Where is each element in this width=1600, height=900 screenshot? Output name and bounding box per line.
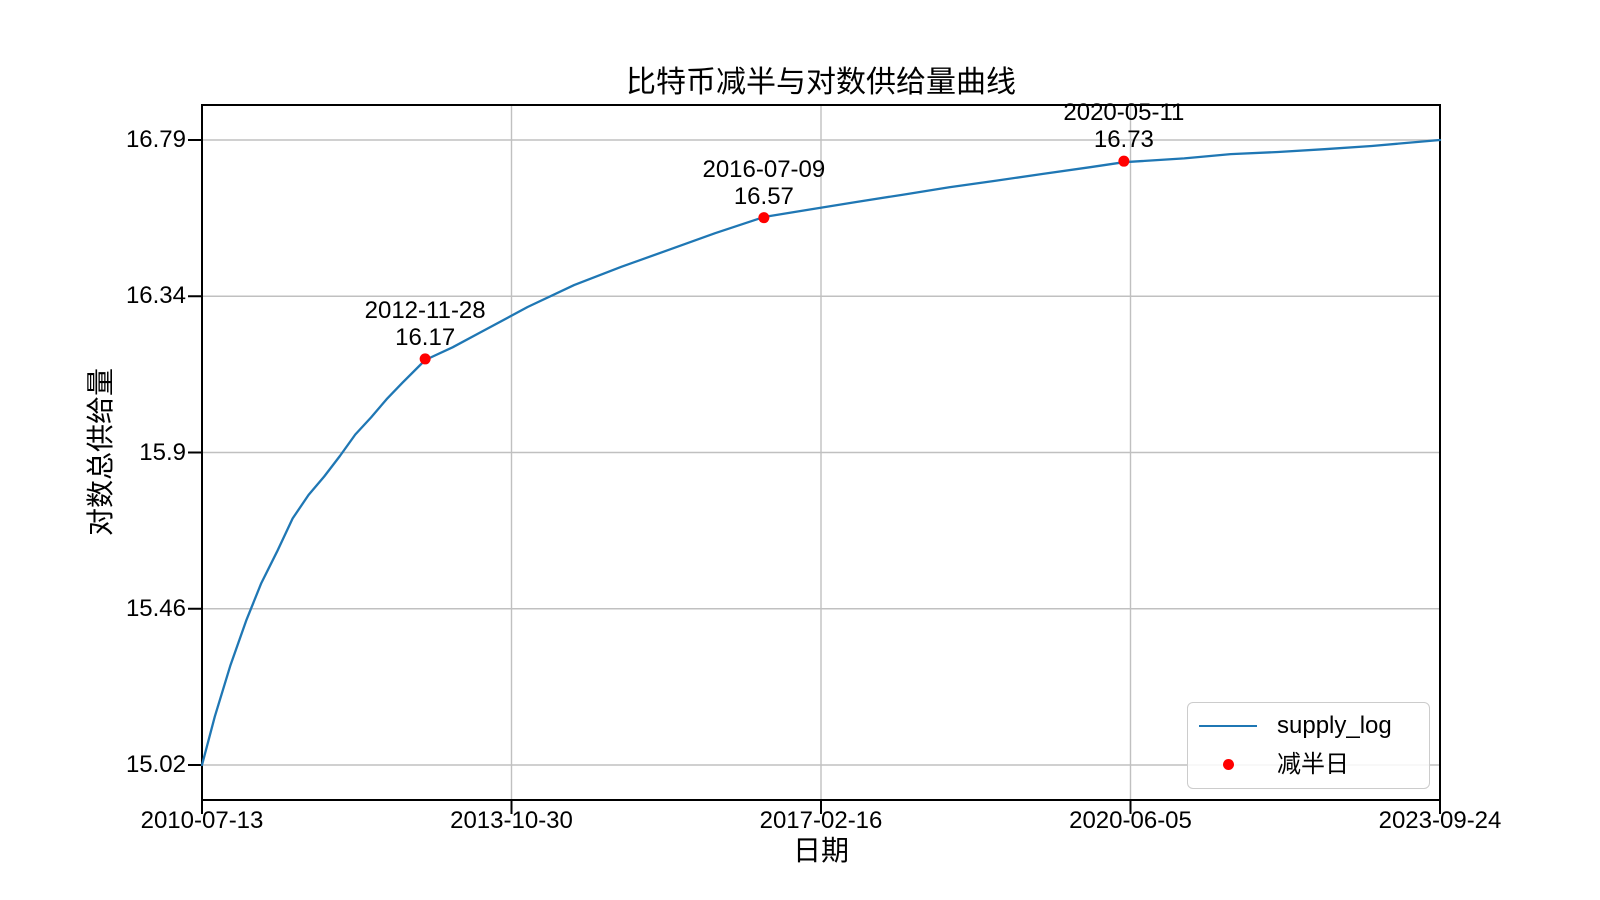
halving-dot (419, 353, 431, 365)
x-tick-label: 2010-07-13 (140, 807, 264, 834)
chart-title: 比特币减半与对数供给量曲线 (626, 66, 1016, 99)
halving-dot (758, 212, 770, 224)
halving-annotation-date: 2012-11-28 (364, 296, 486, 324)
halving-annotation-value: 16.57 (733, 182, 794, 210)
halving-annotation: 2020-05-11 16.73 (974, 99, 1274, 153)
halving-annotation-value: 16.17 (395, 323, 456, 351)
legend-label: 减半日 (1277, 750, 1349, 778)
legend-item-supply-log: supply_log (1188, 707, 1429, 746)
y-tick-label: 16.34 (125, 282, 186, 310)
y-tick-label: 15.02 (125, 751, 186, 778)
legend: supply_log 减半日 (1187, 702, 1430, 789)
axes-spines (201, 104, 1441, 801)
halving-annotation-value: 16.73 (1093, 126, 1154, 154)
y-tick-label: 16.79 (125, 126, 186, 153)
x-tick-label: 2017-02-16 (759, 807, 883, 834)
legend-line-sample-icon (1199, 725, 1257, 728)
halving-annotation-date: 2020-05-11 (1063, 99, 1185, 127)
legend-item-halving-day: 减半日 (1188, 746, 1429, 785)
halving-annotation: 2012-11-28 16.17 (275, 297, 575, 351)
x-tick-label: 2023-09-24 (1378, 807, 1502, 834)
halving-dot (1118, 155, 1130, 167)
x-tick-label: 2020-06-05 (1069, 807, 1192, 834)
x-tick-label: 2013-10-30 (450, 807, 573, 834)
legend-label: supply_log (1277, 712, 1392, 740)
legend-dot-sample-icon (1199, 759, 1257, 771)
halving-annotation: 2016-07-09 16.57 (614, 156, 914, 210)
halving-annotation-date: 2016-07-09 (702, 155, 826, 183)
y-tick-label: 15.9 (139, 438, 186, 466)
x-axis-label: 日期 (792, 835, 849, 866)
y-tick-label: 15.46 (125, 594, 186, 622)
